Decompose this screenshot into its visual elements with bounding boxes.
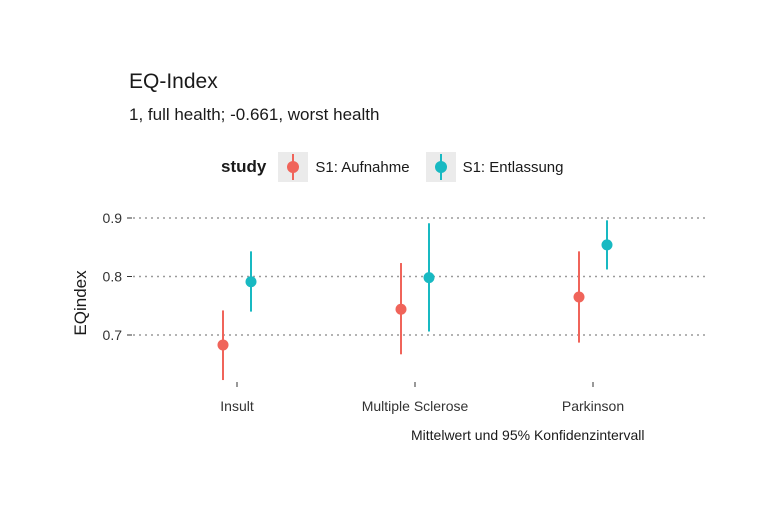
y-axis: 0.7 0.8 0.9 [103, 210, 132, 343]
legend-key-aufnahme [278, 152, 309, 182]
legend-key-aufnahme-dot [287, 161, 300, 173]
x-tick-label: Multiple Sclerose [362, 398, 469, 414]
mean-point [245, 276, 257, 288]
y-tick-label: 0.8 [103, 269, 123, 285]
x-tick-label: Insult [220, 398, 254, 414]
x-tick-label: Parkinson [562, 398, 624, 414]
legend-label-aufnahme: S1: Aufnahme [315, 158, 410, 176]
legend: study S1: Aufnahme S1: Entlassung [221, 150, 579, 184]
y-tick-label: 0.9 [103, 210, 123, 226]
chart-title: EQ-Index [129, 70, 218, 93]
legend-key-entlassung [425, 152, 456, 182]
x-axis: Insult Multiple Sclerose Parkinson [220, 382, 624, 414]
mean-point [423, 272, 435, 284]
mean-point [395, 303, 407, 315]
y-tick-label: 0.7 [103, 327, 123, 343]
mean-point [601, 239, 613, 251]
mean-point [573, 291, 585, 303]
legend-title: study [221, 157, 267, 176]
gridlines [133, 217, 705, 336]
legend-label-entlassung: S1: Entlassung [462, 158, 564, 176]
chart-caption: Mittelwert und 95% Konfidenzintervall [411, 427, 645, 443]
y-axis-title: EQindex [71, 270, 90, 336]
legend-key-entlassung-dot [434, 161, 447, 173]
chart-subtitle: 1, full health; -0.661, worst health [129, 105, 380, 124]
data-marks [217, 220, 613, 381]
mean-point [217, 339, 229, 351]
